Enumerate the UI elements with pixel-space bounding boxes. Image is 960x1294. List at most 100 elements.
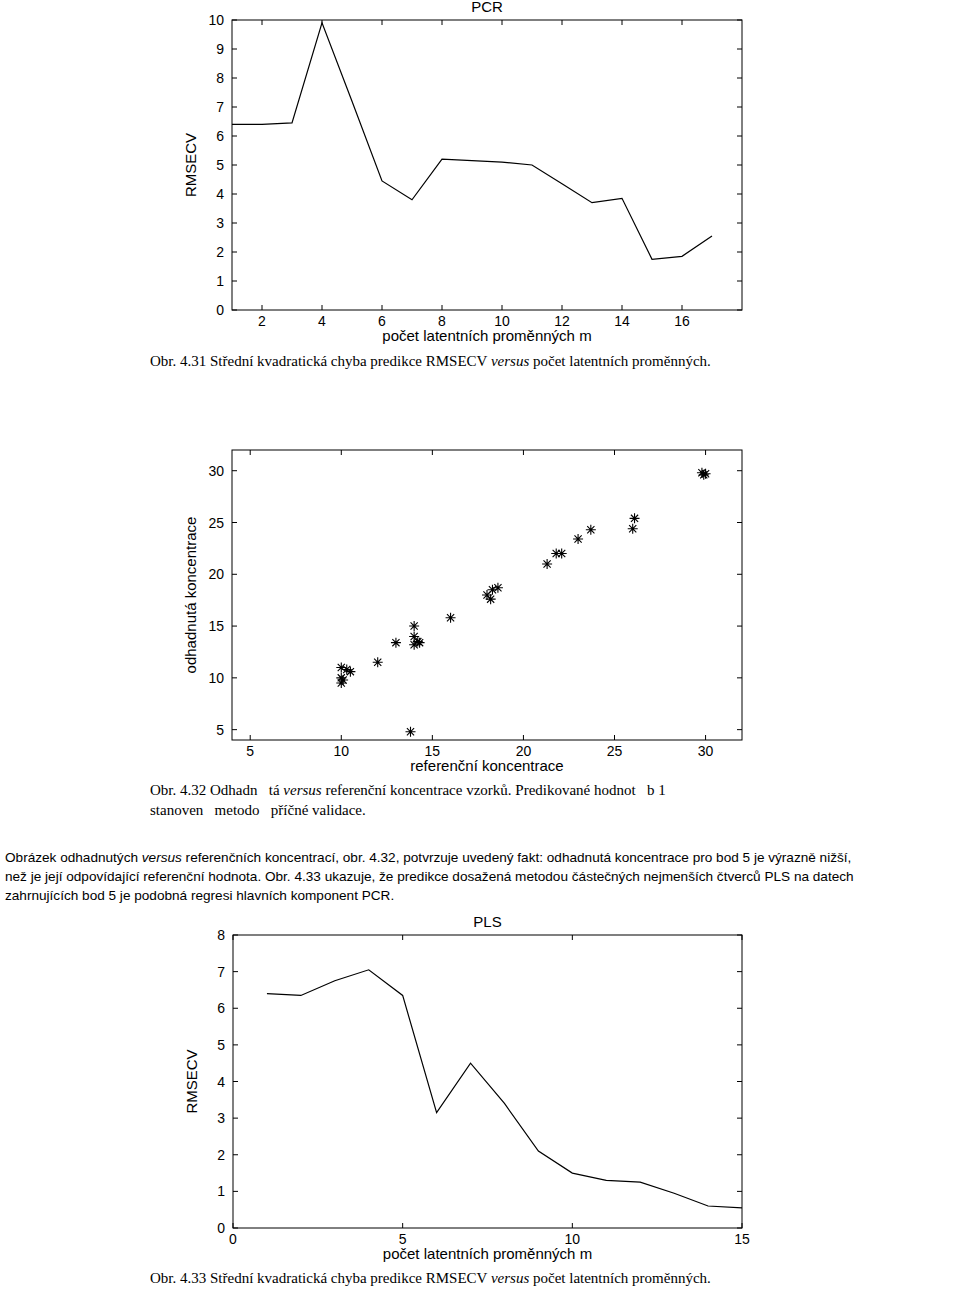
text-run: versus [491, 353, 529, 369]
y-tick-label: 3 [216, 215, 224, 231]
x-tick [341, 450, 342, 740]
y-tick [232, 165, 742, 166]
y-tick [233, 1118, 742, 1119]
y-axis-label: odhadnutá koncentrace [182, 517, 199, 674]
y-axis-label: RMSECV [183, 1049, 200, 1113]
x-tick-label: 10 [333, 743, 349, 759]
y-tick-label: 8 [217, 927, 225, 943]
data-point [628, 524, 638, 534]
y-tick [233, 971, 742, 972]
y-tick-label: 6 [216, 128, 224, 144]
y-tick-label: 0 [217, 1220, 225, 1236]
y-tick [232, 281, 742, 282]
data-point [493, 583, 503, 593]
y-tick [233, 1081, 742, 1082]
text-run: Obr. 4.33 Střední kvadratická chyba pred… [150, 1270, 491, 1286]
y-tick-label: 30 [208, 463, 224, 479]
x-tick [614, 450, 615, 740]
text-run: referenční koncentrace vzorků. Predikova… [322, 782, 666, 798]
y-tick-label: 4 [217, 1074, 225, 1090]
y-axis-label: RMSECV [182, 133, 199, 197]
y-tick-label: 10 [208, 670, 224, 686]
text-run: Obr. 4.31 Střední kvadratická chyba pred… [150, 353, 491, 369]
figure-caption: stanoven metodo příčné validace. [150, 802, 366, 818]
x-tick [572, 935, 573, 1228]
data-point [542, 559, 552, 569]
text-run: Obrázek odhadnutých [5, 850, 142, 865]
data-point [415, 638, 425, 648]
text-run: než je její odpovídající referenční hodn… [5, 869, 854, 884]
text-run: počet latentních proměnných. [529, 1270, 711, 1286]
x-tick-label: 14 [614, 313, 630, 329]
x-tick [682, 20, 683, 310]
y-tick-label: 5 [217, 1037, 225, 1053]
y-tick-label: 9 [216, 41, 224, 57]
y-tick-label: 2 [216, 244, 224, 260]
figure-caption: Obr. 4.31 Střední kvadratická chyba pred… [150, 353, 711, 369]
y-tick-label: 6 [217, 1000, 225, 1016]
page-background [0, 0, 960, 1294]
x-tick [432, 450, 433, 740]
figure-caption: Obr. 4.33 Střední kvadratická chyba pred… [150, 1270, 711, 1286]
chart-title: PCR [471, 0, 503, 15]
body-text: než je její odpovídající referenční hodn… [5, 869, 854, 884]
plot-data [336, 468, 710, 737]
x-tick-label: 15 [734, 1231, 750, 1247]
y-tick-label: 1 [216, 273, 224, 289]
y-tick [232, 310, 742, 311]
y-tick [233, 1154, 742, 1155]
x-axis-label: počet latentních proměnných m [383, 1245, 592, 1262]
data-point [336, 678, 346, 688]
x-tick-label: 2 [258, 313, 266, 329]
x-tick [705, 450, 706, 740]
data-point [373, 657, 383, 667]
text-run: versus [142, 850, 182, 865]
y-tick-label: 0 [216, 302, 224, 318]
x-tick [562, 20, 563, 310]
data-point [486, 594, 496, 604]
text-run: stanoven metodo příčné validace. [150, 802, 366, 818]
text-run: počet latentních proměnných. [529, 353, 711, 369]
plot-frame [232, 450, 742, 740]
data-point [391, 638, 401, 648]
data-point [345, 667, 355, 677]
x-tick [502, 20, 503, 310]
x-tick [402, 935, 403, 1228]
x-tick [262, 20, 263, 310]
text-run: zahrnujících bod 5 je podobná regresi hl… [5, 888, 394, 903]
x-tick-label: 30 [698, 743, 714, 759]
body-text: Obrázek odhadnutých versus referenčních … [5, 850, 851, 865]
y-tick [232, 78, 742, 79]
y-tick [232, 522, 742, 523]
data-point [446, 613, 456, 623]
y-tick-label: 5 [216, 722, 224, 738]
y-tick-label: 3 [217, 1110, 225, 1126]
data-point [573, 534, 583, 544]
body-text: zahrnujících bod 5 je podobná regresi hl… [5, 888, 394, 903]
y-tick [233, 1008, 742, 1009]
data-point [701, 469, 711, 479]
page: 246810121416012345678910PCRpočet latentn… [0, 0, 960, 1294]
data-line [267, 970, 742, 1208]
y-tick [232, 223, 742, 224]
data-point [586, 525, 596, 535]
y-tick-label: 15 [208, 618, 224, 634]
x-axis-label: referenční koncentrace [410, 757, 563, 774]
data-point [630, 513, 640, 523]
y-tick [232, 729, 742, 730]
y-tick [232, 20, 742, 21]
x-tick-label: 0 [229, 1231, 237, 1247]
x-axis-label: počet latentních proměnných m [382, 327, 591, 344]
text-run: versus [491, 1270, 529, 1286]
y-tick-label: 5 [216, 157, 224, 173]
plot-frame [233, 935, 742, 1228]
y-tick [233, 935, 742, 936]
chart: 051015012345678PLSpočet latentních promě… [183, 913, 750, 1262]
y-tick [233, 1228, 742, 1229]
y-tick [232, 107, 742, 108]
y-tick [232, 194, 742, 195]
y-tick-label: 4 [216, 186, 224, 202]
plot-frame [232, 20, 742, 310]
x-tick [250, 450, 251, 740]
y-tick-label: 25 [208, 515, 224, 531]
